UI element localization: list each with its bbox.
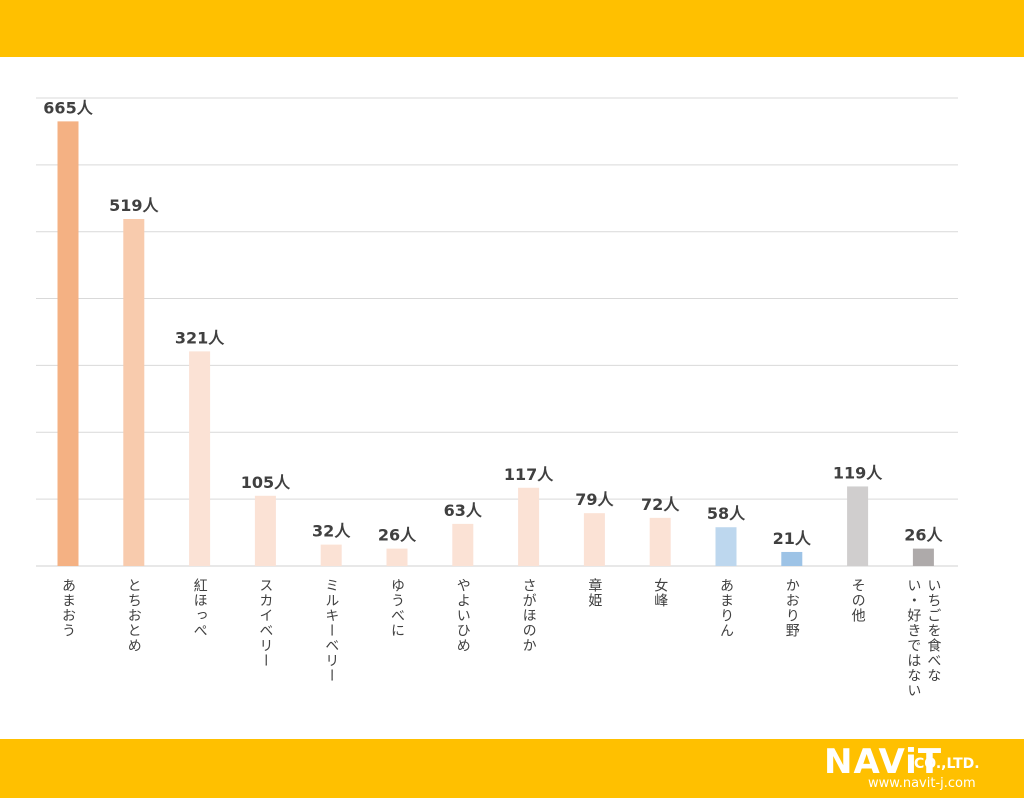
category-label: いちごを食べな: [925, 578, 941, 683]
category-label: ゆうべに: [389, 578, 405, 638]
bar: [781, 551, 803, 566]
category-label: やよいひめ: [455, 578, 471, 653]
data-label: 58人: [707, 504, 746, 523]
data-label: 21人: [773, 529, 812, 548]
bar: [123, 218, 145, 567]
logo-wordmark: NAViT: [824, 742, 943, 782]
logo-suffix: CO.,LTD.: [914, 756, 980, 772]
category-label: 女峰: [652, 577, 668, 608]
logo-url: www.navit-j.com: [868, 776, 976, 791]
category-label: あまおう: [60, 578, 76, 638]
bar: [518, 487, 540, 566]
data-label: 79人: [575, 490, 614, 509]
bar: [912, 548, 934, 566]
top-banner: [0, 0, 1024, 57]
data-label: 26人: [378, 526, 417, 545]
data-label: 117人: [504, 465, 554, 484]
category-labels: あまおう とちおとめ 紅ほっぺ スカイベリー ミルキーベリー ゆうべに やよいひめ さがほのか…: [60, 577, 941, 698]
category-label: とちおとめ: [126, 578, 142, 653]
category-label: その他: [850, 578, 866, 623]
data-label: 321人: [175, 328, 225, 347]
data-label: 119人: [833, 463, 883, 482]
category-label: い・好きではない: [905, 578, 921, 698]
data-label: 26人: [904, 526, 943, 545]
data-label: 519人: [109, 196, 159, 215]
bar: [583, 513, 605, 566]
category-label: かおり野: [784, 578, 800, 638]
category-label: ミルキーベリー: [323, 578, 339, 683]
category-label: 紅ほっぺ: [192, 578, 208, 638]
bottom-banner: [0, 739, 1024, 798]
bars: [57, 121, 934, 567]
category-label: あまりん: [718, 578, 734, 638]
bar: [649, 517, 671, 566]
bar: [847, 486, 869, 566]
bar: [320, 544, 342, 566]
navit-logo: NAViT CO.,LTD. www.navit-j.com: [824, 742, 1010, 794]
bar: [386, 548, 408, 566]
category-label: さがほのか: [521, 578, 537, 653]
category-label: スカイベリー: [257, 578, 273, 668]
data-label: 72人: [641, 495, 680, 514]
bar: [254, 495, 276, 566]
value-labels: 665人 519人 321人 105人 32人 26人 63人 117人 79人 72人 58人 21…: [43, 98, 943, 548]
data-label: 105人: [241, 473, 291, 492]
data-label: 63人: [444, 501, 483, 520]
data-label: 665人: [43, 98, 93, 117]
bar: [452, 523, 474, 566]
data-label: 32人: [312, 522, 351, 541]
bar-chart: 665人 519人 321人 105人 32人 26人 63人 117人 79人 72人 58人 21…: [36, 97, 958, 698]
bar: [715, 527, 737, 566]
category-label: 章姫: [586, 577, 602, 608]
bar: [57, 121, 79, 567]
bar: [189, 351, 211, 566]
